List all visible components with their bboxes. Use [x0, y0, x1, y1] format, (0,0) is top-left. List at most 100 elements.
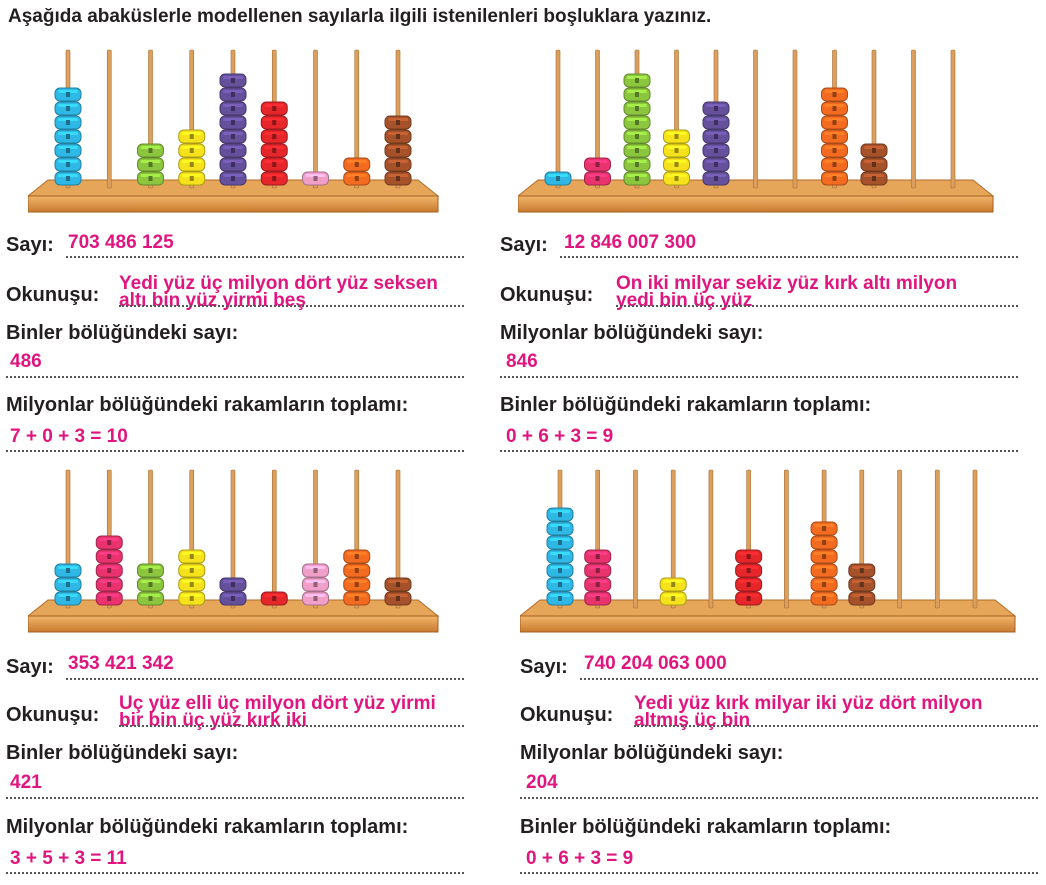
abacus-bead	[54, 101, 82, 116]
group-label: Milyonlar bölüğündeki sayı:	[500, 322, 764, 344]
abacus-bead	[821, 115, 848, 130]
abacus-bead	[384, 143, 412, 158]
abacus-rod	[670, 469, 676, 609]
abacus-bead	[54, 171, 82, 186]
abacus-bead	[260, 157, 288, 172]
abacus-bead	[137, 143, 164, 158]
abacus-bead	[810, 577, 838, 592]
sum-label: Binler bölüğündeki rakamların toplamı:	[500, 394, 872, 416]
abacus-3	[28, 469, 440, 633]
group-line	[6, 797, 464, 799]
sum-line	[520, 872, 1038, 874]
sum-label: Binler bölüğündeki rakamların toplamı:	[520, 816, 892, 838]
abacus-bead	[384, 577, 412, 592]
abacus-bead	[219, 577, 247, 592]
reading-line-1: Yedi yüz üç milyon dört yüz seksen	[119, 275, 438, 294]
group-answer: 486	[10, 351, 42, 372]
abacus-rod	[395, 469, 401, 609]
abacus-bead	[343, 591, 371, 606]
abacus-bead	[702, 101, 730, 116]
abacus-bead	[178, 143, 206, 158]
group-line	[520, 797, 1038, 799]
abacus-bead	[219, 73, 247, 88]
abacus-bead	[137, 591, 164, 606]
abacus-bead	[623, 115, 651, 130]
reading-answer: On iki milyar sekiz yüz kırk altı milyon…	[616, 275, 1042, 315]
abacus-base-front	[518, 195, 994, 213]
abacus-bead	[219, 129, 247, 144]
abacus-bead	[302, 563, 329, 578]
abacus-bead	[821, 101, 848, 116]
abacus-panel-1: Sayı: 703 486 125 Okunuşu: Yedi yüz üç m…	[6, 40, 521, 465]
abacus-bead	[810, 591, 838, 606]
sum-answer: 0 + 6 + 3 = 9	[526, 848, 634, 869]
abacus-bead	[584, 577, 612, 592]
abacus-bead	[584, 171, 611, 186]
number-line	[66, 678, 464, 680]
abacus-base-front	[28, 615, 439, 633]
abacus-bead	[343, 171, 371, 186]
abacus-bead	[821, 171, 848, 186]
abacus-rod	[595, 49, 600, 189]
abacus-bead	[702, 143, 730, 158]
abacus-rod	[972, 469, 978, 609]
abacus-panel-4: Sayı: 740 204 063 000 Okunuşu: Yedi yüz …	[520, 460, 1046, 885]
abacus-bead	[54, 591, 82, 606]
number-line	[66, 256, 464, 258]
abacus-bead	[384, 115, 412, 130]
reading-line	[119, 305, 464, 307]
abacus-rod	[271, 469, 277, 609]
abacus-bead	[659, 577, 687, 592]
abacus-bead	[546, 507, 574, 522]
abacus-bead	[702, 157, 730, 172]
abacus-bead	[735, 563, 763, 578]
instruction-heading: Aşağıda abaküslerle modellenen sayılarla…	[8, 6, 712, 27]
abacus-4	[520, 469, 1017, 633]
abacus-bead	[219, 143, 247, 158]
abacus-bead	[343, 157, 371, 172]
sum-label: Milyonlar bölüğündeki rakamların toplamı…	[6, 394, 409, 416]
abacus-panel-3: Sayı: 353 421 342 Okunuşu: Üç yüz elli ü…	[6, 460, 521, 885]
abacus-bead	[702, 115, 730, 130]
reading-line-1: Yedi yüz kırk milyar iki yüz dört milyon	[634, 695, 983, 714]
group-label: Binler bölüğündeki sayı:	[6, 322, 239, 344]
abacus-bead	[137, 157, 164, 172]
group-line	[500, 376, 1018, 378]
abacus-bead	[546, 549, 574, 564]
abacus-base-front	[520, 615, 1016, 633]
abacus-bead	[219, 87, 247, 102]
abacus-bead	[178, 171, 206, 186]
abacus-bead	[384, 129, 412, 144]
group-answer: 204	[526, 772, 558, 793]
reading-line-1: Üç yüz elli üç milyon dört yüz yirmi	[119, 695, 436, 714]
group-label: Binler bölüğündeki sayı:	[6, 742, 239, 764]
abacus-bead	[735, 577, 763, 592]
abacus-bead	[860, 171, 888, 186]
number-label: Sayı:	[500, 234, 548, 256]
reading-answer: Yedi yüz üç milyon dört yüz seksen altı …	[119, 275, 477, 315]
group-answer: 846	[506, 351, 538, 372]
abacus-bead	[810, 521, 838, 536]
reading-label: Okunuşu:	[6, 704, 100, 726]
abacus-rod	[230, 469, 236, 609]
number-answer: 353 421 342	[68, 653, 174, 674]
number-label: Sayı:	[6, 656, 54, 678]
abacus-bead	[54, 87, 82, 102]
abacus-rod	[555, 49, 561, 189]
abacus-bead	[54, 563, 82, 578]
abacus-bead	[623, 157, 651, 172]
abacus-bead	[178, 157, 206, 172]
abacus-bead	[95, 549, 123, 564]
abacus-bead	[260, 101, 288, 116]
sum-answer: 7 + 0 + 3 = 10	[10, 426, 128, 447]
abacus-bead	[260, 129, 288, 144]
abacus-bead	[659, 591, 687, 606]
abacus-bead	[219, 101, 247, 116]
abacus-rod	[106, 49, 112, 189]
abacus-bead	[735, 549, 763, 564]
abacus-bead	[810, 563, 838, 578]
abacus-bead	[860, 143, 888, 158]
number-answer: 703 486 125	[68, 232, 174, 253]
abacus-bead	[343, 549, 371, 564]
abacus-bead	[821, 129, 848, 144]
